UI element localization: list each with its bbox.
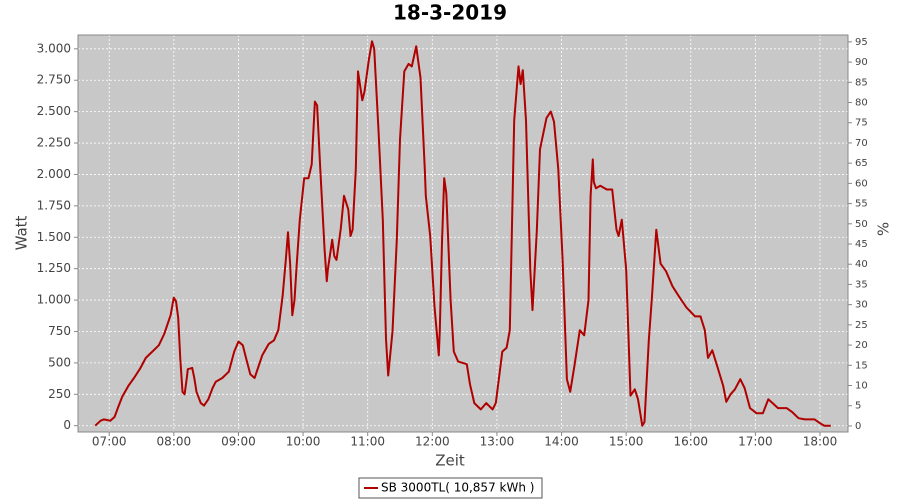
y-tick-label: 1.500	[37, 230, 71, 244]
y2-tick-label: 70	[855, 138, 868, 149]
y-tick-label: 500	[48, 355, 71, 369]
y2-axis-title: %	[875, 222, 893, 236]
x-tick-label: 09:00	[221, 435, 256, 449]
x-tick-label: 15:00	[609, 435, 644, 449]
x-tick-label: 16:00	[673, 435, 708, 449]
plot-border	[77, 34, 849, 433]
y2-tick-label: 55	[855, 199, 868, 210]
y2-tick-label: 25	[855, 320, 868, 331]
y-tick-label: 2.000	[37, 167, 71, 181]
y-tick-label: 250	[48, 387, 71, 401]
y-tick-label: 1.000	[37, 293, 71, 307]
y-tick-label: 1.250	[37, 261, 71, 275]
x-tick-label: 17:00	[738, 435, 773, 449]
y2-tick-label: 85	[855, 77, 868, 88]
legend-box	[358, 477, 543, 499]
x-tick-label: 14:00	[544, 435, 579, 449]
y-tick-label: 0	[63, 418, 71, 432]
x-tick-label: 12:00	[415, 435, 450, 449]
x-axis-title: Zeit	[435, 452, 465, 470]
y2-tick-label: 75	[855, 118, 868, 129]
y2-tick-label: 30	[855, 300, 868, 311]
y2-tick-label: 20	[855, 340, 868, 351]
y2-tick-label: 5	[855, 401, 861, 412]
legend-label: SB 3000TL( 10,857 kWh )	[381, 481, 534, 495]
x-tick-label: 10:00	[286, 435, 321, 449]
y2-tick-label: 60	[855, 178, 868, 189]
y2-tick-label: 40	[855, 259, 868, 270]
x-tick-label: 11:00	[350, 435, 385, 449]
x-tick-label: 13:00	[480, 435, 515, 449]
y-tick-label: 2.750	[37, 73, 71, 87]
y-tick-label: 2.250	[37, 136, 71, 150]
y2-tick-label: 90	[855, 57, 868, 68]
y-tick-label: 1.750	[37, 198, 71, 212]
x-tick-label: 07:00	[92, 435, 127, 449]
y-tick-label: 2.500	[37, 104, 71, 118]
y2-tick-label: 15	[855, 360, 868, 371]
y2-tick-label: 65	[855, 158, 868, 169]
y2-tick-label: 35	[855, 279, 868, 290]
y-axis-title: Watt	[13, 215, 31, 250]
y2-tick-label: 95	[855, 37, 868, 48]
y2-tick-label: 10	[855, 381, 868, 392]
y-tick-label: 750	[48, 324, 71, 338]
chart-title: 18-3-2019	[393, 1, 507, 25]
x-tick-label: 08:00	[157, 435, 192, 449]
y2-tick-label: 45	[855, 239, 868, 250]
y2-tick-label: 0	[855, 421, 861, 432]
y2-tick-label: 80	[855, 98, 868, 109]
y2-tick-label: 50	[855, 219, 868, 230]
x-tick-label: 18:00	[803, 435, 838, 449]
plot-area	[78, 35, 848, 432]
y-tick-label: 3.000	[37, 41, 71, 55]
series-line	[94, 40, 831, 427]
